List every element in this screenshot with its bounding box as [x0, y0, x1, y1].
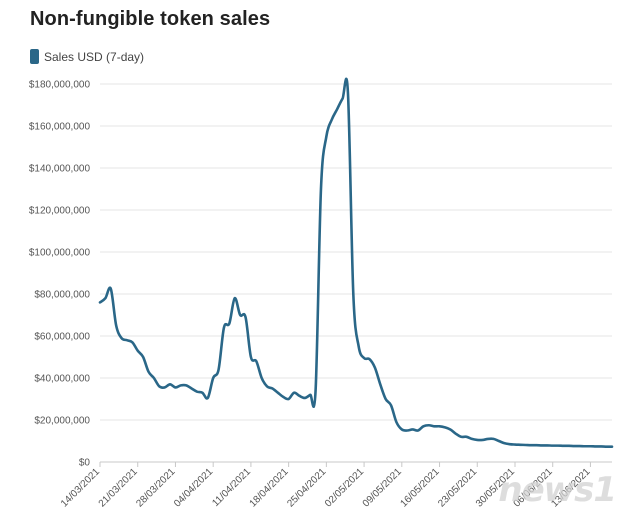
watermark-logo: news1 — [498, 470, 617, 510]
y-tick-label: $60,000,000 — [34, 332, 90, 343]
x-tick-label: 09/05/2021 — [361, 466, 404, 509]
x-tick-label: 02/05/2021 — [323, 466, 366, 509]
y-tick-label: $0 — [79, 458, 91, 469]
y-tick-label: $140,000,000 — [29, 164, 91, 175]
y-tick-label: $160,000,000 — [29, 122, 91, 133]
x-tick-label: 14/03/2021 — [59, 466, 102, 509]
legend-swatch — [30, 49, 39, 64]
gridlines — [100, 83, 612, 463]
series-line-sales-usd — [98, 77, 614, 448]
x-tick-label: 21/03/2021 — [97, 466, 140, 509]
y-tick-label: $180,000,000 — [29, 80, 91, 91]
y-tick-label: $40,000,000 — [34, 374, 90, 385]
y-tick-label: $80,000,000 — [34, 290, 90, 301]
x-tick-label: 23/05/2021 — [436, 466, 479, 509]
y-tick-label: $20,000,000 — [34, 416, 90, 427]
x-tick-label: 11/04/2021 — [210, 466, 253, 509]
y-tick-label: $120,000,000 — [29, 206, 91, 217]
y-tick-label: $100,000,000 — [29, 248, 91, 259]
legend-label: Sales USD (7-day) — [44, 49, 145, 64]
x-tick-label: 25/04/2021 — [285, 466, 328, 509]
x-tick-label: 16/05/2021 — [398, 466, 441, 509]
x-tick-label: 18/04/2021 — [248, 466, 291, 509]
y-axis-ticks: $0 $20,000,000 $40,000,000 $60,000,000 $80,0… — [29, 80, 91, 469]
legend: Sales USD (7-day) — [30, 49, 144, 64]
x-tick-label: 28/03/2021 — [134, 466, 177, 509]
x-tick-label: 04/04/2021 — [172, 466, 215, 509]
series-lines — [98, 77, 614, 448]
chart-title: Non-fungible token sales — [30, 8, 271, 30]
